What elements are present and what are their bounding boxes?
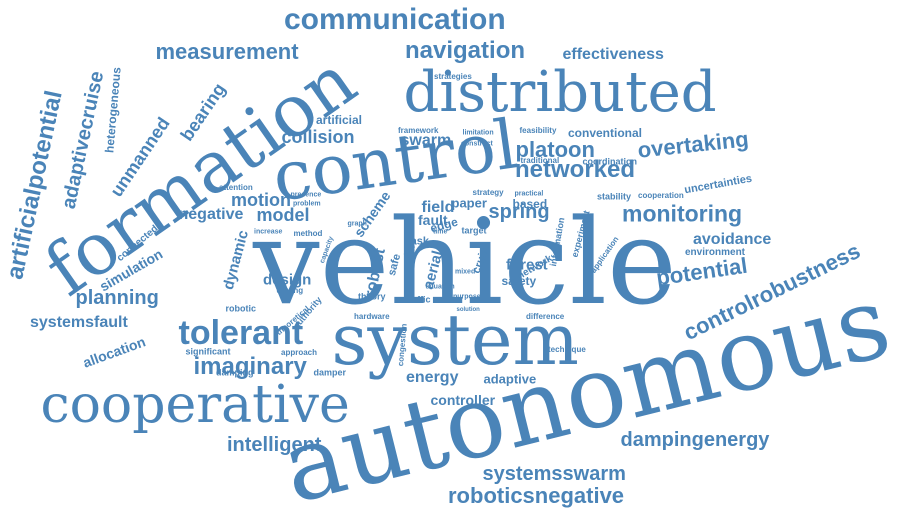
word: conventional	[568, 126, 643, 140]
word: imaginary	[193, 353, 307, 380]
word: design	[263, 271, 312, 289]
word: intelligent	[227, 434, 322, 456]
word: strategies	[434, 72, 472, 81]
word: roboticsnegative	[448, 483, 625, 508]
word: robotic	[225, 303, 257, 314]
word: solution	[456, 307, 480, 313]
word: traditional	[520, 156, 560, 165]
word: cooperation	[638, 191, 684, 200]
word: measurement	[155, 39, 299, 64]
word: driving	[276, 286, 304, 295]
word: feasibility	[519, 126, 557, 135]
word: significant	[185, 346, 231, 357]
word: limitation	[462, 129, 494, 137]
word: safety	[501, 274, 537, 288]
word: uncertainties	[683, 172, 753, 197]
word: attention	[219, 183, 253, 192]
word: vehicle	[253, 193, 677, 331]
word: hardware	[354, 312, 390, 321]
word: systemsfault	[30, 314, 128, 331]
word: networked	[515, 156, 636, 183]
word: spring	[488, 201, 550, 223]
word: approach	[281, 348, 318, 357]
word: monitoring	[622, 200, 743, 227]
word: mixed	[455, 268, 476, 276]
word: forest	[506, 256, 548, 274]
word: field	[421, 199, 455, 216]
word: platoon	[515, 137, 595, 162]
word: dampingenergy	[620, 429, 770, 451]
word: theory	[358, 291, 386, 302]
word: increase	[254, 228, 283, 236]
word: swarm	[400, 132, 452, 149]
word: construct	[461, 140, 493, 148]
word: cooperative	[40, 375, 350, 435]
word: collision	[281, 127, 355, 147]
word: adaptive	[483, 371, 537, 387]
word: presence	[290, 191, 322, 199]
word: controller	[430, 392, 496, 408]
word: target	[461, 225, 487, 236]
word: tolerant	[178, 314, 304, 352]
word: adaptivecruise	[57, 69, 109, 211]
word: negative	[178, 206, 244, 223]
word: systemsswarm	[482, 463, 626, 485]
word: problem	[293, 200, 321, 208]
word: method	[293, 229, 323, 238]
word: damping	[216, 367, 254, 378]
word: framework	[398, 126, 439, 135]
word: task	[407, 235, 430, 248]
word: planning	[75, 287, 159, 309]
word: communication	[284, 3, 506, 36]
word: purpose	[453, 293, 481, 301]
word: difference	[526, 312, 565, 321]
word: effectiveness	[562, 46, 664, 63]
word: artificial	[316, 113, 363, 127]
word: practical	[514, 190, 544, 198]
word: motion	[231, 190, 291, 210]
word: graph	[347, 220, 367, 228]
word: paper	[451, 195, 487, 211]
word: system	[331, 299, 579, 381]
word: strategy	[472, 188, 504, 197]
word: dynamic	[219, 228, 253, 292]
word: traffic	[405, 294, 431, 305]
word: damper	[313, 367, 347, 378]
word: energy	[406, 369, 459, 386]
word: fault	[418, 212, 448, 228]
word: coordination	[582, 156, 638, 167]
word: model	[256, 205, 310, 225]
word: allocation	[80, 333, 148, 371]
word: distributed	[403, 60, 717, 125]
word: time	[433, 228, 448, 236]
word: overtaking	[636, 126, 750, 163]
word: technique	[548, 345, 586, 354]
word: stability	[597, 191, 632, 202]
word: situation	[425, 283, 455, 291]
word: based	[512, 197, 548, 211]
word: navigation	[405, 37, 526, 64]
word: environment	[685, 247, 746, 258]
word: avoidance	[693, 231, 772, 248]
